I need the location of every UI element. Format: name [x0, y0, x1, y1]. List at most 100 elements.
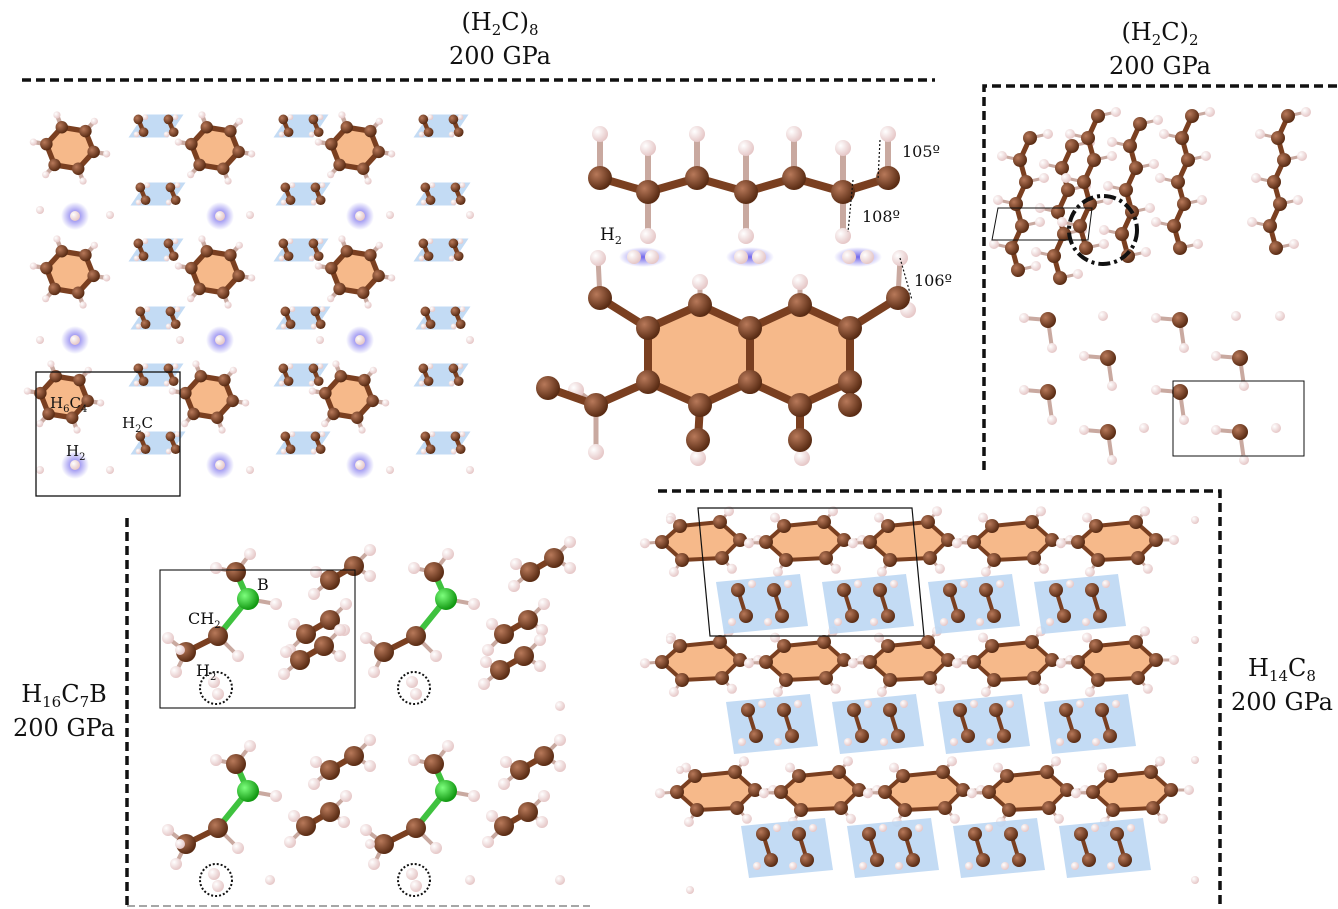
hydrogen-atom — [1082, 512, 1092, 523]
hydrogen-atom — [1070, 788, 1081, 799]
carbon-atom — [941, 653, 955, 667]
carbon-atom — [584, 393, 608, 417]
hydrogen-atom — [163, 255, 170, 262]
hydrogen-atom — [880, 738, 888, 746]
hydrogen-atom — [976, 618, 984, 626]
carbon-atom — [71, 162, 85, 175]
carbon-atom — [133, 363, 144, 374]
hydrogen-atom — [726, 563, 737, 574]
hydrogen-atom — [588, 444, 604, 460]
hydrogen-atom — [789, 862, 797, 870]
hydrogen-atom — [951, 658, 962, 669]
hydrogen-atom — [278, 380, 285, 387]
hydrogen-atom — [1179, 415, 1189, 425]
carbon-atom — [1123, 139, 1137, 153]
hydrogen-atom — [442, 740, 454, 752]
hydrogen-atom — [36, 336, 44, 344]
hydrogen-atom — [1201, 151, 1211, 161]
hydrogen-atom — [997, 151, 1007, 161]
hydrogen-atom — [1091, 824, 1099, 832]
panel-h16c7b: H16C7B 200 GPa B CH2 H2 — [13, 518, 590, 907]
carbon-atom — [1281, 109, 1295, 123]
hydrogen-atom — [1127, 824, 1135, 832]
carbon-atom — [1146, 801, 1160, 815]
carbon-atom — [788, 293, 812, 317]
carbon-atom — [340, 121, 354, 134]
hydrogen-atom — [1107, 137, 1117, 147]
hydrogen-atom — [235, 117, 243, 125]
hydrogen-atom — [242, 399, 250, 407]
carbon-atom — [792, 769, 806, 783]
carbon-atom — [1004, 827, 1018, 841]
carbon-atom — [1082, 853, 1096, 867]
pressure-h16c7b: 200 GPa — [13, 714, 115, 742]
carbon-atom — [226, 754, 246, 774]
hydrogen-atom — [794, 450, 810, 466]
hydrogen-atom — [246, 466, 254, 474]
hydrogen-atom — [289, 306, 296, 313]
hydrogen-atom — [427, 363, 434, 370]
hydrogen-atom — [794, 700, 802, 708]
ring-face — [331, 127, 379, 169]
carbon-atom — [1119, 183, 1133, 197]
carbon-atom — [296, 624, 316, 644]
hydrogen-atom — [465, 875, 475, 885]
carbon-atom — [333, 282, 346, 296]
hydrogen-atom — [739, 756, 749, 767]
hydrogen-atom — [23, 387, 31, 395]
boron-atom — [237, 588, 259, 610]
hydrogen-atom — [654, 788, 665, 799]
hydrogen-atom — [1289, 239, 1299, 249]
carbon-atom — [1175, 131, 1189, 145]
hydrogen-atom — [1191, 636, 1199, 644]
hydrogen-atom — [170, 666, 182, 678]
h2c2-lower-lattice — [1019, 311, 1285, 465]
carbon-atom — [42, 407, 55, 421]
carbon-atom — [224, 248, 237, 262]
carbon-atom — [1091, 109, 1105, 123]
hydrogen-atom — [500, 756, 512, 768]
hydrogen-atom — [430, 650, 442, 662]
hydrogen-atom — [1006, 700, 1014, 708]
carbon-atom — [1172, 312, 1188, 328]
carbon-atom — [138, 251, 149, 261]
carbon-atom — [881, 639, 895, 653]
carbon-atom — [685, 166, 709, 190]
hydrogen-atom — [785, 762, 795, 773]
hydrogen-atom — [1073, 269, 1083, 279]
carbon-atom — [953, 703, 967, 717]
carbon-atom — [1172, 384, 1188, 400]
hydrogen-atom — [947, 756, 957, 767]
carbon-atom — [135, 182, 146, 193]
hydrogen-atom — [666, 636, 674, 644]
carbon-atom — [372, 269, 385, 283]
hydrogen-atom — [1076, 700, 1084, 708]
hydrogen-atom — [1055, 538, 1066, 549]
hydrogen-atom — [1084, 567, 1095, 577]
carbon-atom — [863, 655, 877, 669]
carbon-atom — [1045, 653, 1059, 667]
hydrogen-atom — [135, 199, 142, 206]
hydrogen-atom — [364, 570, 376, 582]
hydrogen-atom — [874, 512, 884, 523]
hydrogen-atom — [482, 644, 494, 656]
label-h2-boron: H2 — [196, 661, 216, 683]
hydrogen-atom — [375, 241, 383, 249]
carbon-atom — [170, 319, 181, 329]
carbon-atom — [344, 556, 364, 576]
unit-cell-h2c2-bottom — [1172, 380, 1305, 457]
carbon-atom — [453, 251, 464, 261]
hydrogen-atom — [555, 701, 565, 711]
hydrogen-atom — [29, 138, 37, 146]
carbon-atom — [985, 639, 999, 653]
carbon-atom — [817, 515, 831, 529]
carbon-atom — [344, 746, 364, 766]
carbon-atom — [943, 583, 957, 597]
hydrogen-atom — [1043, 129, 1053, 139]
carbon-atom — [670, 785, 684, 799]
hydrogen-atom — [198, 111, 206, 119]
carbon-atom — [455, 319, 466, 329]
carbon-atom — [782, 166, 806, 190]
carbon-atom — [688, 293, 712, 317]
